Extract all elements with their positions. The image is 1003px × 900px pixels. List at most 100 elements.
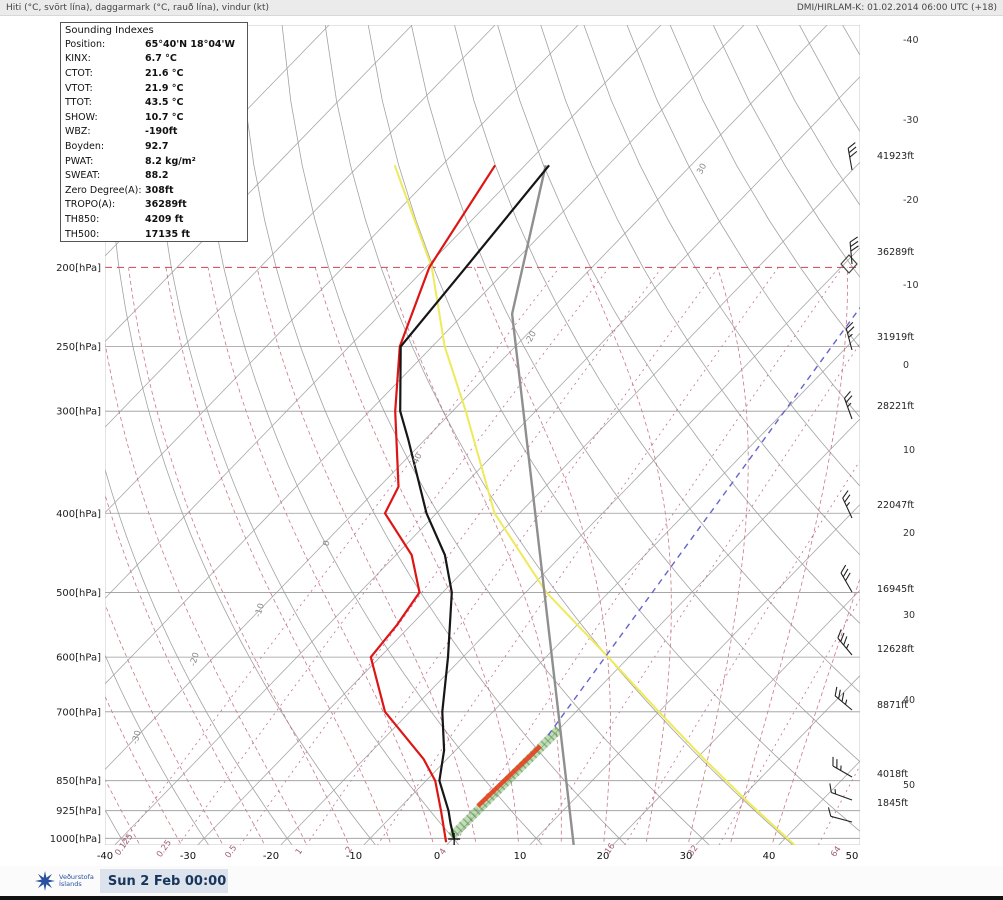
index-label: KINX: (65, 53, 91, 65)
altitude-label: 12628ft (877, 644, 914, 655)
indexes-title: Sounding Indexes (65, 25, 154, 36)
altitude-label: 16945ft (877, 584, 914, 595)
index-value: -190ft (145, 126, 178, 138)
wind-barb (837, 629, 853, 656)
index-label: TROPO(A): (65, 199, 116, 211)
right-temp-label: 20 (903, 528, 915, 539)
bottom-temp-label: -30 (180, 851, 196, 862)
pressure-axis-label: 700[hPa] (56, 707, 101, 718)
chart-legend-text: Hiti (°C, svört lína), daggarmark (°C, r… (6, 2, 270, 13)
index-value: 21.9 °C (145, 82, 184, 94)
pressure-axis-label: 200[hPa] (56, 263, 101, 274)
bottom-temp-label: -20 (263, 851, 279, 862)
altitude-label: 41923ft (877, 151, 914, 162)
temperature-profile (399, 164, 550, 840)
index-label: Boyden: (65, 140, 105, 152)
gray-reference-profile (510, 165, 575, 845)
model-run-info: DMI/HIRLAM-K: 01.02.2014 06:00 UTC (+18) (796, 2, 997, 13)
wind-barb-column (827, 142, 859, 823)
dewpoint-profile (369, 164, 497, 843)
mixing-ratio-label: 0.5 (223, 843, 239, 860)
index-row: CTOT: 21.6 °C (61, 66, 247, 81)
wind-barb (842, 490, 853, 519)
pressure-axis-label: 500[hPa] (56, 588, 101, 599)
wind-barb (832, 756, 853, 778)
index-row: SWEAT: 88.2 (61, 168, 247, 183)
compass-star-icon (35, 871, 55, 891)
index-label: PWAT: (65, 155, 94, 167)
pressure-axis-label: 400[hPa] (56, 509, 101, 520)
index-label: Zero Degree(A): (65, 184, 142, 196)
logo-line2: Íslands (59, 880, 82, 888)
wind-barb (834, 686, 853, 711)
index-value: 308ft (145, 184, 174, 196)
index-row: TH500: 17135 ft (61, 227, 247, 242)
index-row: TROPO(A): 36289ft (61, 198, 247, 213)
wind-barb (840, 564, 853, 593)
mixing-ratio-label: 1 (294, 847, 305, 857)
altitude-label: 1845ft (877, 798, 908, 809)
yellow-adiabat-line (393, 164, 796, 845)
right-temp-label: -30 (903, 115, 919, 126)
bottom-temp-label: -40 (97, 851, 113, 862)
mixing-ratio-label: 2 (344, 845, 355, 855)
mixing-ratio-label: 64 (829, 845, 843, 860)
red-core-segment (476, 744, 542, 808)
mixing-ratio-label: 4 (438, 847, 449, 857)
bottom-temp-label: 0 (434, 851, 440, 862)
index-row: TH850: 4209 ft (61, 212, 247, 227)
index-value: 36289ft (145, 199, 187, 211)
right-temp-label: 30 (903, 610, 915, 621)
index-value: 6.7 °C (145, 53, 177, 65)
sounding-indexes-panel: Sounding Indexes Position: 65°40'N 18°04'… (60, 22, 248, 243)
index-row: Boyden: 92.7 (61, 139, 247, 154)
adiabat-label: -30 (130, 729, 143, 745)
index-row: TTOT: 43.5 °C (61, 95, 247, 110)
index-value: 8.2 kg/m² (145, 155, 196, 167)
index-label: TTOT: (65, 97, 92, 109)
index-row: KINX: 6.7 °C (61, 52, 247, 67)
moist-adiabat-lines (105, 267, 860, 845)
index-label: CTOT: (65, 67, 93, 79)
index-label: VTOT: (65, 82, 93, 94)
altitude-label: 28221ft (877, 401, 914, 412)
altitude-label: 36289ft (877, 247, 914, 258)
index-value: 88.2 (145, 170, 169, 182)
right-temp-label: -40 (903, 35, 919, 46)
index-value: 43.5 °C (145, 97, 184, 109)
altitude-label: 4018ft (877, 769, 908, 780)
wind-barb (849, 236, 859, 265)
index-row: PWAT: 8.2 kg/m² (61, 154, 247, 169)
adiabat-label: -10 (253, 602, 267, 618)
index-label: TH500: (65, 228, 100, 240)
surface-marker (448, 833, 461, 846)
profile-layer (369, 164, 860, 845)
pressure-axis-label: 925[hPa] (56, 806, 101, 817)
logo-line1: Veðurstofa (59, 873, 94, 881)
pressure-axis-label: 600[hPa] (56, 653, 101, 664)
index-label: TH850: (65, 213, 100, 225)
pressure-axis-label: 850[hPa] (56, 776, 101, 787)
index-row: Position: 65°40'N 18°04'W (61, 37, 247, 52)
bottom-temp-label: 10 (514, 851, 527, 862)
wind-barb (829, 783, 853, 801)
wind-barb (847, 142, 858, 171)
wind-barb (845, 321, 855, 351)
index-row: VTOT: 21.9 °C (61, 81, 247, 96)
index-row: Zero Degree(A): 308ft (61, 183, 247, 198)
index-value: 17135 ft (145, 228, 191, 240)
right-temp-label: 40 (903, 695, 915, 706)
mixing-ratio-label: 0.25 (155, 838, 174, 859)
footer-bar: Veðurstofa Íslands Sun 2 Feb 00:00 (0, 866, 1003, 896)
pressure-axis-label: 300[hPa] (56, 407, 101, 418)
tropopause-diamond-icon (840, 254, 858, 274)
bottom-temp-label: 30 (680, 851, 693, 862)
right-temp-label: -20 (903, 195, 919, 206)
index-value: 65°40'N 18°04'W (145, 38, 235, 50)
index-value: 92.7 (145, 140, 169, 152)
bottom-temp-label: 40 (763, 851, 776, 862)
green-hatch-ticks (448, 725, 563, 840)
pressure-axis-label: 1000[hPa] (50, 834, 101, 845)
altitude-label: 31919ft (877, 332, 914, 343)
